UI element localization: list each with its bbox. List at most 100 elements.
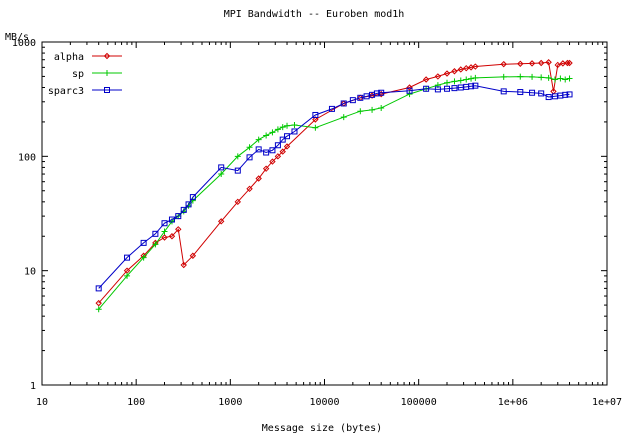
data-point-alpha <box>189 252 197 259</box>
data-point-sparc3 <box>468 83 475 90</box>
data-point-alpha <box>537 59 545 67</box>
legend-marker-alpha <box>103 52 111 60</box>
data-point-sparc3 <box>545 94 552 101</box>
data-point-alpha <box>279 148 286 155</box>
data-point-alpha <box>269 158 276 165</box>
data-point-sparc3 <box>349 97 356 104</box>
data-point-sp <box>451 78 458 85</box>
data-point-sp <box>140 254 147 261</box>
data-point-alpha <box>161 234 168 241</box>
data-point-alpha <box>218 218 225 225</box>
data-point-sp <box>463 76 470 83</box>
data-point-alpha <box>255 175 262 182</box>
data-point-sparc3 <box>357 94 364 101</box>
data-point-sparc3 <box>529 89 536 96</box>
data-point-sp <box>255 136 262 143</box>
data-point-sparc3 <box>124 254 131 261</box>
data-point-sp <box>269 129 276 136</box>
data-point-sparc3 <box>451 85 458 92</box>
series-alpha <box>95 59 573 307</box>
y-tick-label: 100 <box>18 152 36 163</box>
data-point-sparc3 <box>175 213 182 220</box>
x-tick-label: 10000 <box>309 397 339 408</box>
data-point-alpha <box>559 60 567 67</box>
data-point-sp <box>284 122 291 129</box>
data-point-sparc3 <box>161 220 168 227</box>
data-point-alpha <box>175 226 182 233</box>
data-point-sp <box>357 108 364 115</box>
x-tick-label: 100000 <box>401 397 437 408</box>
data-point-sparc3 <box>340 100 347 107</box>
data-point-sp <box>274 126 281 133</box>
series-line-sparc3 <box>98 85 570 289</box>
chart-title: MPI Bandwidth -- Euroben mod1h <box>224 9 405 20</box>
data-point-alpha <box>312 116 319 123</box>
x-tick-label: 1e+07 <box>592 397 622 408</box>
data-point-alpha <box>564 59 571 67</box>
x-tick-label: 10 <box>36 397 48 408</box>
data-point-sparc3 <box>274 142 281 149</box>
data-point-sp <box>406 91 413 98</box>
data-point-sparc3 <box>218 164 225 171</box>
data-point-alpha <box>234 198 241 206</box>
data-point-sp <box>124 272 131 279</box>
data-point-sparc3 <box>566 91 573 98</box>
data-point-alpha <box>500 60 507 68</box>
data-point-sp <box>218 171 225 178</box>
data-point-sp <box>444 79 451 86</box>
data-point-sparc3 <box>472 82 479 89</box>
legend: alpha sp sparc3 <box>48 52 122 97</box>
x-tick-label: 1000 <box>218 397 242 408</box>
data-point-sparc3 <box>444 85 451 92</box>
data-point-alpha <box>545 59 552 66</box>
data-point-alpha <box>472 63 479 70</box>
data-point-alpha <box>457 66 464 73</box>
data-point-sp <box>279 124 286 131</box>
data-point-sp <box>234 153 241 160</box>
data-point-alpha <box>422 76 430 83</box>
legend-marker-sp <box>104 70 110 76</box>
data-point-alpha <box>434 73 442 80</box>
data-point-sparc3 <box>538 90 545 97</box>
y-tick-label: 10 <box>24 267 36 278</box>
data-point-sp <box>161 228 168 235</box>
series-line-alpha <box>98 61 570 304</box>
plot-frame <box>41 41 608 386</box>
data-point-sparc3 <box>500 88 507 95</box>
data-point-alpha <box>283 143 291 150</box>
data-point-sp <box>263 132 270 139</box>
series-sparc3 <box>95 82 573 292</box>
legend-label-sp: sp <box>72 69 84 80</box>
data-point-sp <box>468 75 475 82</box>
data-point-sparc3 <box>95 285 102 292</box>
data-point-sparc3 <box>312 111 319 118</box>
data-point-alpha <box>180 261 187 269</box>
data-point-sparc3 <box>517 89 524 96</box>
data-point-alpha <box>566 59 573 67</box>
data-point-sparc3 <box>140 239 147 246</box>
data-point-sparc3 <box>434 86 441 93</box>
data-point-sp <box>500 73 507 80</box>
data-point-sp <box>472 74 479 81</box>
data-point-sparc3 <box>284 133 291 140</box>
data-point-sparc3 <box>168 216 175 223</box>
data-point-sp <box>378 104 385 111</box>
data-point-sparc3 <box>562 91 569 98</box>
data-point-sparc3 <box>269 147 276 154</box>
data-point-sp <box>152 241 159 248</box>
data-point-alpha <box>274 153 282 160</box>
x-axis-label: Message size (bytes) <box>262 423 382 434</box>
data-point-sp <box>457 77 464 84</box>
data-point-sparc3 <box>180 206 187 213</box>
y-tick-label: 1 <box>30 381 36 392</box>
data-point-sparc3 <box>189 194 196 201</box>
data-point-sparc3 <box>279 136 286 143</box>
x-tick-label: 100 <box>127 397 145 408</box>
legend-label-sparc3: sparc3 <box>48 86 84 97</box>
data-point-sp <box>517 73 524 80</box>
data-point-sp <box>529 73 536 80</box>
data-point-sparc3 <box>378 89 385 96</box>
data-point-sparc3 <box>373 90 380 97</box>
